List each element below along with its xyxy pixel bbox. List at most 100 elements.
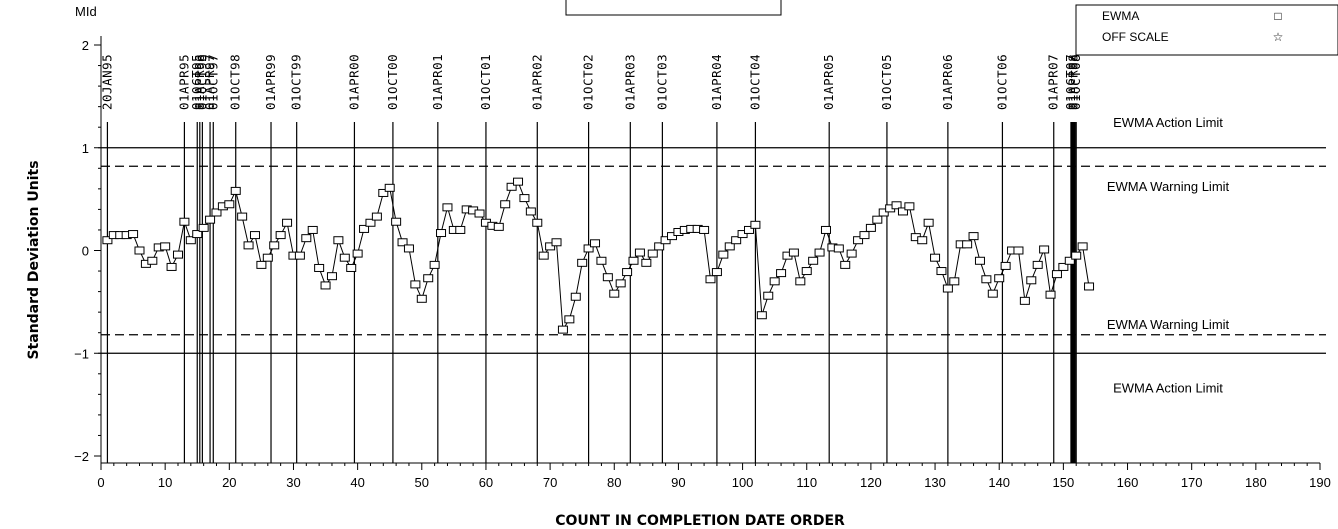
ewma-point: [564, 315, 575, 324]
ewma-point: [1039, 245, 1050, 254]
date-marker-label: 01APR04: [709, 54, 724, 110]
ewma-series-line: [107, 180, 1090, 332]
ewma-point: [333, 236, 344, 245]
ewma-point: [776, 269, 787, 278]
y-tick-label: −2: [74, 449, 89, 464]
ewma-point: [949, 277, 960, 286]
ewma-point: [256, 260, 267, 269]
ewma-point: [974, 256, 985, 265]
control-limit-label: EWMA Action Limit: [1113, 115, 1223, 130]
x-tick-label: 40: [350, 475, 364, 490]
ewma-point: [185, 236, 196, 245]
ewma-point: [647, 249, 658, 258]
ewma-point: [981, 275, 992, 284]
control-limit-label: EWMA Warning Limit: [1107, 317, 1230, 332]
ewma-point: [532, 218, 543, 227]
date-marker-label: 01OCT99: [289, 54, 304, 110]
ewma-point: [282, 218, 293, 227]
y-tick-label: 1: [82, 141, 89, 156]
ewma-point: [378, 188, 389, 197]
ewma-point: [1026, 276, 1037, 285]
ewma-point: [750, 220, 761, 229]
ewma-point: [384, 183, 395, 192]
control-limit-label: EWMA Action Limit: [1113, 380, 1223, 395]
date-marker-label: 01OCT01: [478, 54, 493, 110]
x-tick-label: 60: [479, 475, 493, 490]
legend-label: EWMA: [1102, 9, 1139, 23]
ewma-point: [795, 277, 806, 286]
date-marker-label: 01OCT08: [1068, 54, 1083, 110]
ewma-point: [301, 234, 312, 243]
ewma-point: [808, 256, 819, 265]
ewma-point: [622, 268, 633, 277]
ewma-point: [917, 236, 928, 245]
ewma-point: [820, 225, 831, 234]
ewma-point: [763, 291, 774, 300]
legend: EWMA □ OFF SCALE ☆: [565, 0, 1338, 56]
ewma-point: [840, 260, 851, 269]
x-tick-label: 170: [1181, 475, 1203, 490]
ewma-point: [634, 248, 645, 257]
date-marker-label: 01OCT98: [228, 54, 243, 110]
x-tick-label: 0: [97, 475, 104, 490]
ewma-point: [326, 272, 337, 281]
control-limit-layer: EWMA Action Limit EWMA Warning Limit EWMA …: [101, 115, 1326, 395]
ewma-point: [590, 239, 601, 248]
ewma-point: [166, 262, 177, 271]
ewma-point: [365, 218, 376, 227]
ewma-point: [904, 202, 915, 211]
ewma-point: [134, 246, 145, 255]
x-tick-label: 150: [1053, 475, 1075, 490]
ewma-point: [859, 231, 870, 240]
ewma-point: [660, 236, 671, 245]
date-marker-label: 01OCT96: [194, 54, 209, 110]
date-marker-label: 01APR03: [622, 54, 637, 110]
x-tick-label: 120: [860, 475, 882, 490]
ewma-point: [249, 231, 260, 240]
ewma-point: [654, 242, 665, 251]
ewma-point: [160, 242, 171, 251]
ewma-point: [224, 200, 235, 209]
ewma-point: [1084, 282, 1095, 291]
y-tick-label: −1: [74, 346, 89, 361]
date-marker-label: 01APR97: [202, 54, 217, 110]
x-tick-label: 10: [158, 475, 172, 490]
date-marker-label: 01OCT05: [879, 54, 894, 110]
date-marker-label: 01APR07: [1046, 54, 1061, 110]
x-tick-label: 80: [607, 475, 621, 490]
ewma-point: [192, 230, 203, 239]
date-marker-label: 01APR00: [346, 54, 361, 110]
ewma-point: [756, 311, 767, 320]
x-tick-label: 70: [543, 475, 557, 490]
date-marker-label: 20JAN95: [99, 54, 114, 110]
ewma-point: [391, 217, 402, 226]
ewma-point: [833, 244, 844, 253]
ewma-point: [275, 231, 286, 240]
x-tick-label: 100: [732, 475, 754, 490]
ewma-point: [474, 209, 485, 218]
ewma-point: [359, 224, 370, 233]
ewma-point: [294, 251, 305, 260]
ewma-point: [942, 284, 953, 293]
ewma-point: [237, 212, 248, 221]
date-marker-layer: 20JAN95 01APR9501OCT9501APR9601OCT9601APR…: [99, 54, 1083, 463]
series-layer: [102, 177, 1095, 334]
ewma-point: [602, 273, 613, 282]
legend-marker: ☆: [1273, 30, 1284, 44]
ewma-point: [987, 289, 998, 298]
x-tick-label: 90: [671, 475, 685, 490]
ewma-point: [1051, 270, 1062, 279]
x-tick-label: 180: [1245, 475, 1267, 490]
date-marker-label: 01OCT07: [1063, 54, 1078, 110]
ewma-point: [788, 248, 799, 257]
ewma-point: [865, 223, 876, 232]
ewma-point: [930, 253, 941, 262]
ewma-point: [897, 207, 908, 216]
legend-box: [1075, 4, 1338, 56]
ewma-point: [243, 241, 254, 250]
ewma-point: [429, 260, 440, 269]
x-tick-label: 190: [1309, 475, 1331, 490]
ewma-point: [801, 267, 812, 276]
ewma-point: [641, 258, 652, 267]
